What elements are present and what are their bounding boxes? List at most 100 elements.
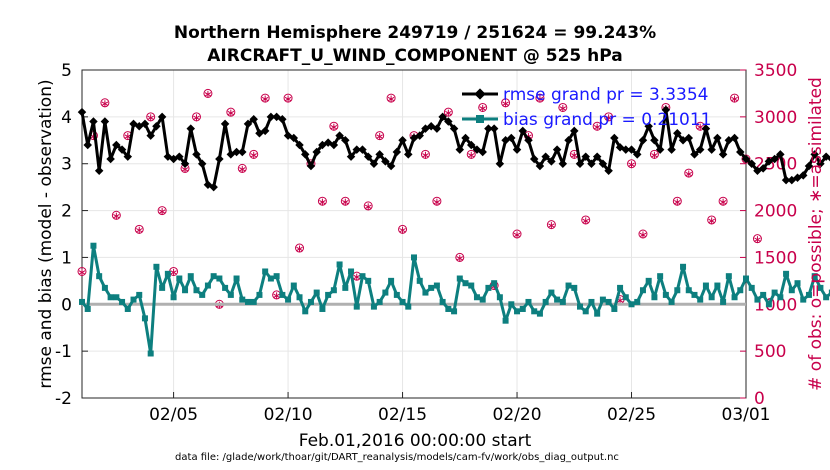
bias-point: [113, 294, 120, 301]
bias-point: [90, 242, 97, 249]
rmse-point: [278, 114, 287, 124]
axis-ticks: -2-1012345050010001500200025003000350002…: [55, 61, 797, 425]
rmse-point: [489, 124, 499, 133]
obs-assimilated-marker: [376, 133, 383, 141]
obs-assimilated-marker: [135, 226, 143, 234]
bias-point: [479, 296, 486, 303]
x-axis-label: Feb.01,2016 00:00:00 start: [299, 431, 532, 451]
obs-assimilated-marker: [273, 292, 280, 300]
bias-point: [159, 284, 166, 291]
bias-point: [285, 296, 292, 303]
bias-point: [496, 294, 503, 301]
bias-point: [79, 298, 85, 305]
bias-point: [639, 287, 646, 294]
rmse-point: [89, 117, 98, 126]
bias-point: [485, 284, 492, 291]
series-lines: [77, 105, 830, 357]
y-tick-label: -1: [55, 342, 72, 362]
bias-point: [685, 287, 692, 294]
bias-point: [760, 291, 767, 298]
y-axis-label: rmse and bias (model - observation): [36, 79, 56, 388]
bias-point: [800, 296, 807, 303]
rmse-point: [192, 150, 201, 159]
rmse-point: [289, 133, 299, 143]
bias-point: [783, 270, 790, 277]
bias-point: [359, 273, 366, 280]
obs-assimilated-marker: [193, 114, 200, 122]
rmse-point: [638, 136, 648, 145]
bias-point: [691, 291, 698, 298]
bias-point: [365, 277, 372, 284]
legend-bias-marker: [476, 115, 484, 123]
y-right-axis-label: # of obs: o=possible; ∗=assimilated: [806, 77, 826, 391]
bias-point: [370, 303, 377, 310]
obs-assimilated-marker: [708, 217, 715, 225]
bias-point: [433, 282, 440, 289]
bias-point: [176, 275, 183, 282]
bias-point: [743, 275, 749, 282]
bias-point: [222, 284, 229, 291]
rmse-point: [415, 131, 424, 140]
bias-point: [588, 298, 595, 305]
bias-point: [319, 305, 326, 312]
obs-assimilated-marker: [422, 151, 429, 159]
bias-point: [336, 261, 343, 268]
bias-point: [645, 277, 652, 284]
bias-point: [153, 263, 160, 270]
bias-point: [817, 284, 824, 291]
bias-point: [233, 275, 240, 282]
y-tick-label: 4: [61, 108, 72, 128]
chart-title: Northern Hemisphere 249719 / 251624 = 99…: [174, 23, 656, 43]
y-right-tick-label: 3500: [754, 61, 797, 81]
bias-point: [170, 294, 177, 301]
obs-assimilated-marker: [158, 208, 166, 216]
bias-point: [411, 254, 417, 261]
rmse-point: [329, 140, 339, 150]
rmse-point: [220, 119, 230, 129]
y-tick-label: -2: [55, 389, 72, 409]
bias-point: [445, 305, 452, 312]
obs-assimilated-marker: [147, 114, 154, 122]
bias-point: [788, 287, 795, 294]
rmse-point: [215, 154, 224, 164]
obs-assimilated-marker: [399, 226, 406, 234]
rmse-point: [306, 161, 316, 171]
bias-point: [611, 305, 618, 312]
obs-assimilated-marker: [238, 165, 246, 173]
rmse-point: [507, 133, 516, 143]
bias-point: [571, 284, 578, 291]
rmse-point: [495, 159, 505, 168]
plot-frame: [81, 69, 747, 399]
obs-assimilated-marker: [456, 254, 464, 262]
bias-point: [502, 317, 509, 324]
obs-assimilated-marker: [227, 109, 235, 117]
bias-point: [536, 310, 543, 317]
rmse-point: [449, 124, 459, 133]
obs-assimilated-marker: [467, 151, 475, 159]
obs-assimilated-marker: [593, 123, 601, 131]
bias-point: [124, 305, 131, 312]
bias-point: [428, 284, 435, 291]
rmse-point: [392, 147, 402, 157]
bias-point: [720, 298, 727, 305]
rmse-point: [243, 119, 253, 129]
obs-assimilated-marker: [387, 95, 395, 103]
obs-assimilated-marker: [639, 231, 647, 239]
bias-point: [731, 294, 738, 301]
bias-point: [617, 284, 624, 291]
bias-point: [491, 280, 498, 287]
bias-point: [674, 287, 681, 294]
bias-point: [468, 282, 475, 289]
bias-point: [634, 298, 641, 305]
x-tick-label: 02/15: [378, 405, 427, 425]
data-file-footer: data file: /glade/work/thoar/git/DART_re…: [175, 452, 619, 463]
bias-point: [548, 289, 555, 296]
bias-point: [227, 291, 234, 298]
rmse-point: [438, 112, 447, 122]
rmse-point: [466, 140, 476, 150]
bias-point: [754, 296, 761, 303]
bias-point: [348, 268, 355, 275]
x-tick-label: 02/10: [264, 405, 313, 425]
obs-assimilated-marker: [582, 217, 590, 225]
bias-point: [262, 268, 269, 275]
